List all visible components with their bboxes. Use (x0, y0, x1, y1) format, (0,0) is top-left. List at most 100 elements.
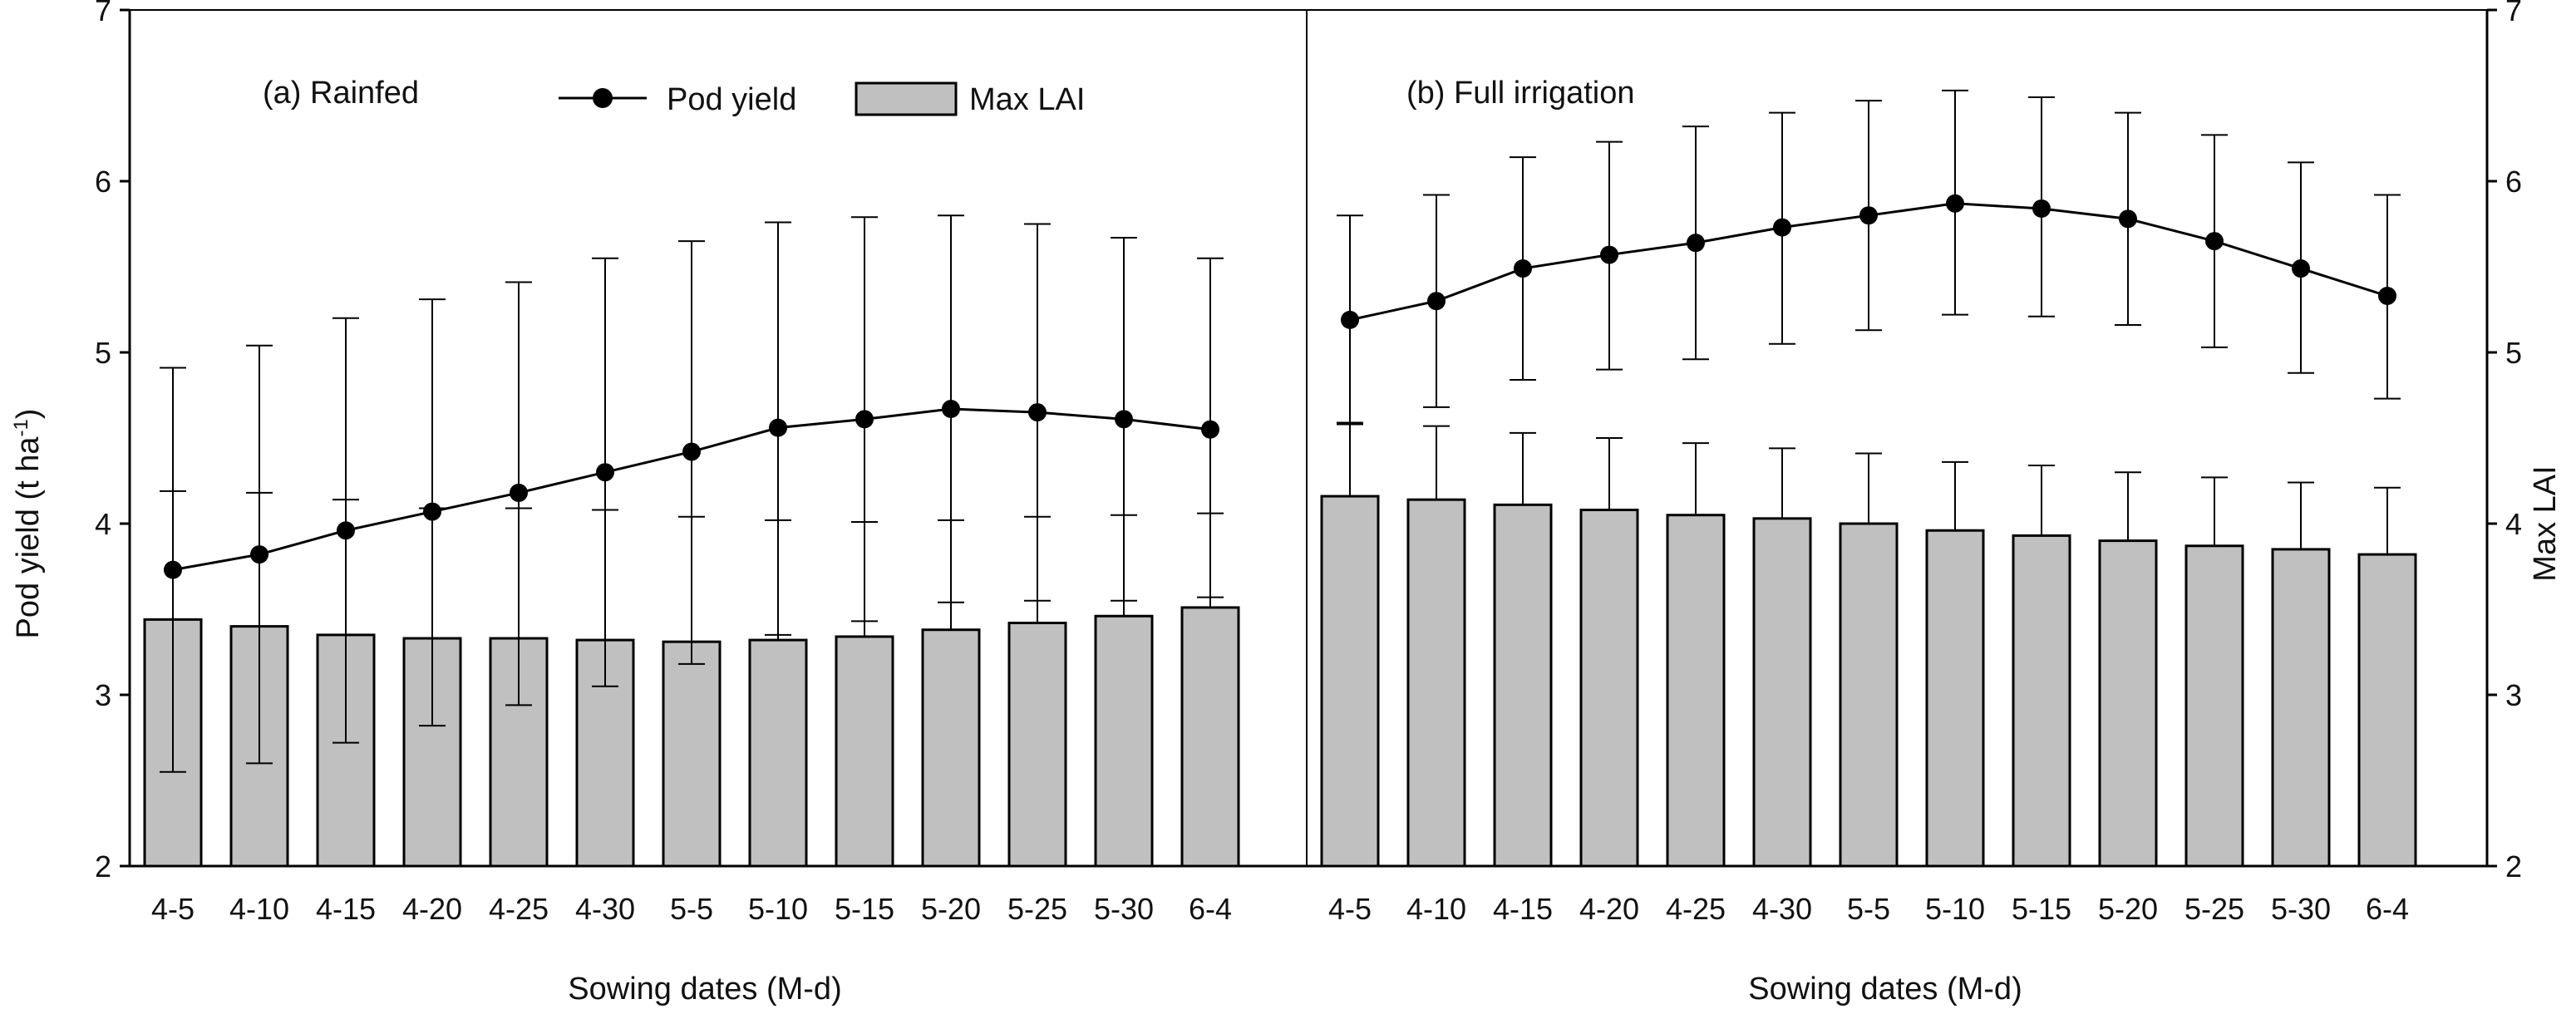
panel-b-pod-yield-point (1600, 245, 1618, 264)
panel-b-x-tick-label: 5-30 (2271, 892, 2331, 926)
panel-b-title: (b) Full irrigation (1406, 76, 1635, 111)
panel-a-pod-yield-point (423, 502, 441, 521)
y-right-tick-label: 7 (2505, 0, 2522, 27)
panel-a-pod-yield-point (164, 560, 182, 579)
panel-a-x-tick-label: 4-30 (575, 892, 635, 926)
panel-a-pod-yield-point (250, 545, 268, 564)
panel-a-x-tick-label: 5-25 (1007, 892, 1067, 926)
panel-b-x-tick-label: 5-15 (2012, 892, 2071, 926)
panel-b-lai-bar (1406, 498, 1466, 868)
y-right-tick-label: 5 (2505, 336, 2522, 370)
panel-b-x-tick-label: 5-5 (1847, 892, 1890, 926)
panel-b-pod-yield-point (1341, 310, 1359, 329)
y-right-tick-label: 2 (2505, 849, 2522, 884)
panel-a-x-tick-label: 4-10 (229, 892, 289, 926)
panel-b-pod-yield-point (1946, 194, 1964, 213)
panel-a-lai-bar (921, 628, 981, 868)
panel-a-x-tick-label: 5-20 (921, 892, 981, 926)
panel-b-x-tick-label: 6-4 (2366, 892, 2409, 926)
panel-a-pod-yield-point (1201, 420, 1219, 439)
y-right-tick-label: 3 (2505, 678, 2522, 712)
panel-a-x-tick-label: 4-20 (402, 892, 462, 926)
panel-b-lai-bar (2357, 553, 2417, 868)
panel-a-pod-yield-point (510, 483, 528, 502)
y-right-axis-label: Max LAI (2528, 465, 2563, 581)
panel-a-pod-yield-point (337, 521, 355, 540)
panel-b-lai-bar (2098, 539, 2158, 868)
panel-a-lai-bar (1180, 606, 1240, 868)
panel-b-x-tick-label: 5-20 (2098, 892, 2158, 926)
panel-a-x-tick-label: 5-10 (748, 892, 808, 926)
panel-b-pod-yield-point (2205, 232, 2224, 251)
y-left-axis-label: Pod yield (t ha-1) (10, 409, 47, 639)
panel-a-lai-bar (402, 637, 462, 868)
panel-b-lai-bar (1925, 529, 1985, 868)
panel-a-lai-bar (1007, 621, 1067, 868)
panel-b-lai-bar (1839, 522, 1899, 868)
panel-b-lai-bar (1752, 517, 1812, 868)
panel-b-pod-yield-point (1514, 259, 1532, 278)
panel-b-lai-bar (2184, 544, 2244, 868)
y-left-tick-label: 6 (95, 165, 111, 199)
panel-b-pod-yield-point (2292, 259, 2310, 278)
legend: Pod yield Max LAI (559, 81, 1085, 117)
panel-a-lai-bar (748, 638, 808, 868)
panel-b-pod-yield-point (1773, 218, 1791, 237)
panel-a-x-tick-label: 5-5 (670, 892, 713, 926)
panel-b-x-tick-label: 5-10 (1925, 892, 1985, 926)
panel-b-x-tick-label: 4-25 (1666, 892, 1726, 926)
panel-b-lai-bar (2271, 548, 2331, 868)
panel-a-x-tick-label: 4-25 (489, 892, 549, 926)
axes-layer (120, 8, 2497, 868)
panel-a-pod-yield-point (596, 463, 614, 482)
panel-b-pod-yield-point (2119, 209, 2137, 229)
panel-a-pod-yield-point (855, 410, 874, 429)
panel-a-lai-bar (835, 635, 894, 868)
y-left-axis-label-superscript: -1 (10, 419, 32, 436)
panel-b-lai-bar (1579, 509, 1639, 868)
panel-b-x-axis-label: Sowing dates (M-d) (1748, 972, 2022, 1007)
panel-a-pod-yield-point (1115, 410, 1133, 429)
panel-a-pod-yield-point (942, 399, 960, 418)
y-left-axis-label-end: ) (11, 409, 46, 420)
labels-layer: (a) Rainfed (b) Full irrigation Sowing d… (10, 0, 2564, 1007)
pod-yield-lines-layer (164, 194, 2396, 579)
panel-a-title: (a) Rainfed (263, 76, 419, 111)
panel-b-x-tick-label: 4-20 (1579, 892, 1639, 926)
panel-a-x-tick-label: 4-15 (316, 892, 376, 926)
panel-a-lai-bar (1094, 614, 1154, 868)
y-right-tick-label: 6 (2505, 165, 2522, 199)
panel-a-pod-yield-point (1028, 403, 1047, 422)
bars-layer (143, 495, 2417, 868)
panel-b-x-tick-label: 4-30 (1752, 892, 1812, 926)
legend-line-marker (593, 88, 613, 108)
panel-b-x-tick-label: 4-5 (1328, 892, 1372, 926)
legend-pod-yield-label: Pod yield (667, 82, 796, 117)
panel-b-pod-yield-point (1859, 206, 1878, 225)
y-left-tick-label: 3 (95, 678, 111, 712)
panel-b-lai-bar (1666, 514, 1726, 868)
panel-a-x-tick-label: 5-15 (835, 892, 894, 926)
panel-b-lai-bar (1320, 495, 1380, 868)
y-left-tick-label: 5 (95, 336, 111, 370)
panel-b-x-tick-label: 5-25 (2184, 892, 2244, 926)
panel-b-pod-yield-point (1687, 234, 1705, 253)
legend-bar-swatch (855, 81, 958, 116)
panel-b-pod-yield-point (2032, 199, 2051, 218)
y-right-tick-label: 4 (2505, 507, 2522, 541)
panel-a-x-tick-label: 6-4 (1189, 892, 1232, 926)
panel-b-pod-yield-point (2378, 287, 2396, 306)
y-left-tick-label: 7 (95, 0, 111, 27)
panel-b-lai-bar (1493, 503, 1553, 868)
panel-b-x-tick-label: 4-15 (1493, 892, 1553, 926)
panel-b-pod-yield-point (1427, 292, 1446, 311)
y-left-tick-label: 4 (95, 507, 111, 541)
panel-b-lai-bar (2012, 534, 2071, 868)
panel-a-pod-yield-point (769, 418, 787, 437)
panel-a-x-axis-label: Sowing dates (M-d) (568, 972, 841, 1007)
panel-a-x-tick-label: 5-30 (1094, 892, 1154, 926)
panel-a-lai-bar (662, 640, 722, 868)
legend-max-lai-label: Max LAI (969, 82, 1085, 117)
panel-a-pod-yield-point (682, 442, 701, 461)
